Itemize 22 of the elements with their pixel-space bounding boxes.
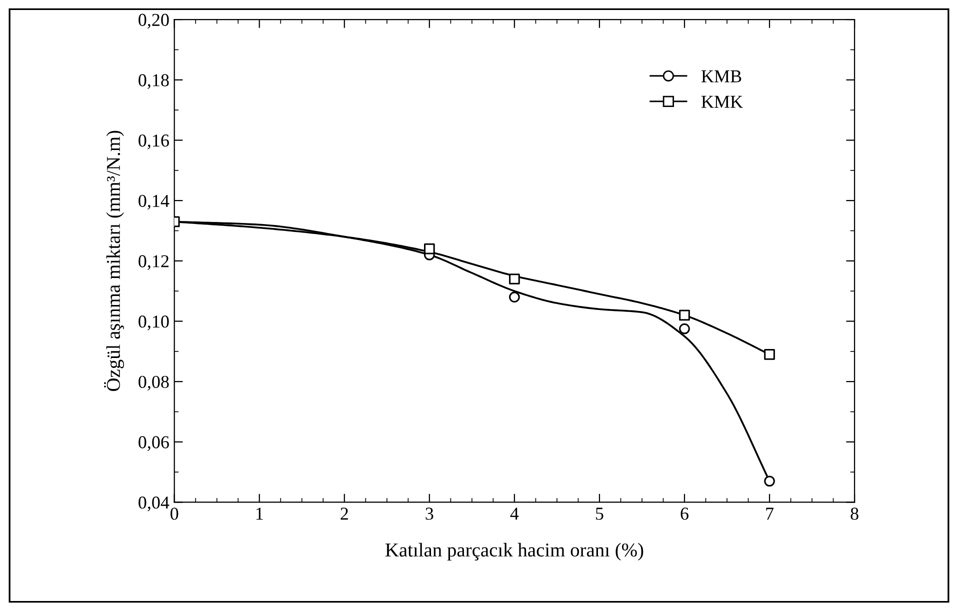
y-tick-label: 0,18 — [138, 74, 169, 89]
x-tick-label: 5 — [596, 508, 604, 520]
y-tick-label: 0,16 — [138, 134, 169, 150]
x-tick-label: 1 — [256, 508, 263, 520]
x-tick-label: 2 — [340, 508, 348, 520]
legend-label: KMK — [701, 96, 743, 108]
x-tick-label: 6 — [680, 508, 688, 520]
legend-label: KMB — [701, 70, 742, 82]
y-tick-label: 0,14 — [138, 194, 170, 210]
y-tick-label: 0,04 — [138, 496, 170, 512]
x-tick-label: 7 — [766, 508, 774, 520]
y-tick-label: 0,06 — [138, 436, 169, 451]
x-tick-label: 8 — [850, 508, 858, 520]
y-tick-label: 0,10 — [138, 315, 169, 330]
x-axis-title: Katılan parçacık hacim oranı (%) — [385, 542, 644, 561]
x-tick-label: 3 — [426, 508, 434, 520]
y-axis-title: Özgül aşınma miktarı (mm³/N.m) — [104, 130, 124, 391]
y-tick-label: 0,20 — [138, 14, 169, 29]
y-tick-label: 0,08 — [138, 376, 169, 391]
x-tick-label: 0 — [170, 508, 178, 520]
y-tick-label: 0,12 — [138, 255, 168, 270]
x-tick-label: 4 — [510, 508, 519, 520]
